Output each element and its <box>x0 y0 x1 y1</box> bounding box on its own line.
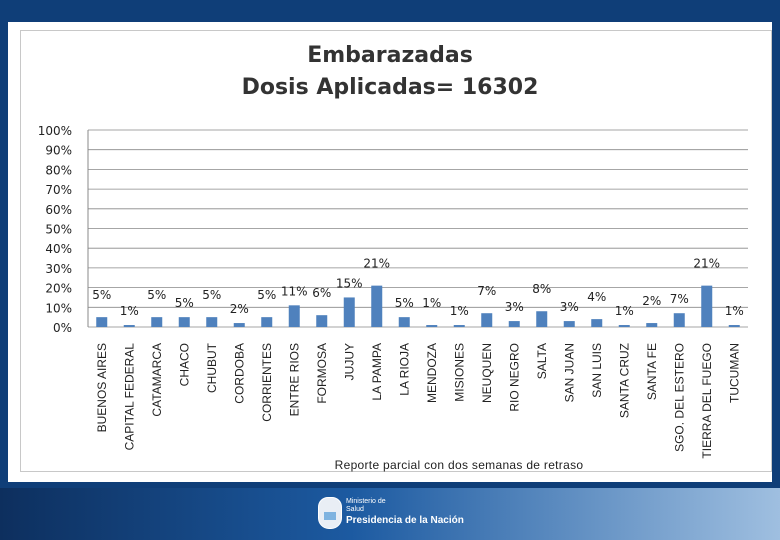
y-tick-label: 30% <box>45 262 72 276</box>
x-tick-label: CATAMARCA <box>150 343 164 417</box>
bar <box>316 315 328 327</box>
y-tick-label: 0% <box>53 321 72 335</box>
y-tick-label: 50% <box>45 223 72 237</box>
y-tick-label: 10% <box>45 301 72 315</box>
bar <box>261 317 273 327</box>
bar <box>453 325 465 327</box>
x-tick-label: SAN LUIS <box>590 343 604 398</box>
bar <box>123 325 135 327</box>
logo-line2: Salud <box>346 506 364 513</box>
chart-area <box>20 30 772 472</box>
x-tick-label: JUJUY <box>342 343 356 380</box>
data-label: 2% <box>642 294 661 308</box>
y-tick-label: 40% <box>45 242 72 256</box>
bar <box>618 325 630 327</box>
x-tick-label: FORMOSA <box>315 343 329 404</box>
x-tick-label: RIO NEGRO <box>507 343 521 412</box>
data-label: 8% <box>532 282 551 296</box>
bar <box>646 323 658 327</box>
data-label: 5% <box>147 288 166 302</box>
data-label: 3% <box>560 300 579 314</box>
bar <box>288 305 300 327</box>
bar <box>96 317 108 327</box>
x-tick-label: CHUBUT <box>205 342 219 393</box>
x-tick-label: SALTA <box>535 343 549 379</box>
y-tick-label: 100% <box>38 124 72 138</box>
chart-title-line2: Dosis Aplicadas= 16302 <box>241 75 539 100</box>
chart-title-line1: Embarazadas <box>307 43 473 68</box>
x-tick-label: CHACO <box>177 343 191 386</box>
data-label: 1% <box>450 304 469 318</box>
slide <box>8 22 772 482</box>
bar <box>398 317 410 327</box>
bar <box>233 323 245 327</box>
logo-line1: Ministerio de <box>346 498 386 505</box>
y-tick-label: 20% <box>45 282 72 296</box>
bar-chart: 0% 10% 20% 30% 40% 50% 60% 70% 80% 90% 100% 5% BUENO… <box>38 124 748 459</box>
x-tick-label: BUENOS AIRES <box>95 343 109 432</box>
x-tick-label: CORRIENTES <box>260 343 274 422</box>
x-tick-label: CAPITAL FEDERAL <box>122 343 136 451</box>
chart-title: Embarazadas Dosis Aplicadas= 16302 <box>0 40 780 104</box>
x-tick-label: MENDOZA <box>425 343 439 403</box>
x-tick-label: TIERRA DEL FUEGO <box>700 343 714 459</box>
data-label: 5% <box>92 288 111 302</box>
x-tick-label: SGO. DEL ESTERO <box>672 343 686 452</box>
data-label: 1% <box>422 296 441 310</box>
x-tick-label: SAN JUAN <box>562 343 576 402</box>
data-label: 4% <box>587 290 606 304</box>
x-tick-label: LA PAMPA <box>370 343 384 401</box>
data-label: 5% <box>175 296 194 310</box>
x-tick-label: SANTA FE <box>645 343 659 400</box>
data-label: 5% <box>202 288 221 302</box>
data-label: 21% <box>693 257 720 271</box>
data-label: 15% <box>336 276 363 290</box>
x-tick-label: MISIONES <box>452 343 466 402</box>
x-tick-label: NEUQUEN <box>480 343 494 403</box>
footer-note: Reporte parcial con dos semanas de retra… <box>334 458 584 472</box>
x-tick-label: LA RIOJA <box>397 343 411 396</box>
data-label: 21% <box>363 257 390 271</box>
coat-of-arms-icon <box>318 497 342 529</box>
y-tick-label: 80% <box>45 163 72 177</box>
data-label: 6% <box>312 286 331 300</box>
bar <box>563 321 575 327</box>
x-tick-label: TUCUMAN <box>727 343 741 403</box>
data-label: 11% <box>281 284 308 298</box>
data-label: 5% <box>257 288 276 302</box>
x-tick-label: CORDOBA <box>232 343 246 404</box>
data-label: 1% <box>120 304 139 318</box>
bar <box>151 317 163 327</box>
data-label: 1% <box>725 304 744 318</box>
y-tick-label: 60% <box>45 203 72 217</box>
bar <box>536 311 548 327</box>
data-label: 3% <box>505 300 524 314</box>
bar <box>673 313 685 327</box>
data-label: 5% <box>395 296 414 310</box>
logo-line3: Presidencia de la Nación <box>346 515 464 526</box>
bottom-banner <box>0 488 780 540</box>
y-tick-label: 70% <box>45 183 72 197</box>
bar <box>178 317 190 327</box>
data-label: 1% <box>615 304 634 318</box>
x-tick-label: ENTRE RIOS <box>287 343 301 416</box>
bar <box>728 325 740 327</box>
bar <box>701 285 713 327</box>
bar <box>371 285 383 327</box>
bar <box>508 321 520 327</box>
bar <box>343 297 355 327</box>
bar <box>426 325 438 327</box>
y-tick-label: 90% <box>45 144 72 158</box>
bar <box>481 313 493 327</box>
ministry-logo: Ministerio de Salud Presidencia de la Na… <box>318 495 478 535</box>
x-tick-label: SANTA CRUZ <box>617 343 631 418</box>
bar <box>206 317 218 327</box>
bar <box>591 319 603 327</box>
data-label: 7% <box>670 292 689 306</box>
data-label: 2% <box>230 302 249 316</box>
data-label: 7% <box>477 284 496 298</box>
